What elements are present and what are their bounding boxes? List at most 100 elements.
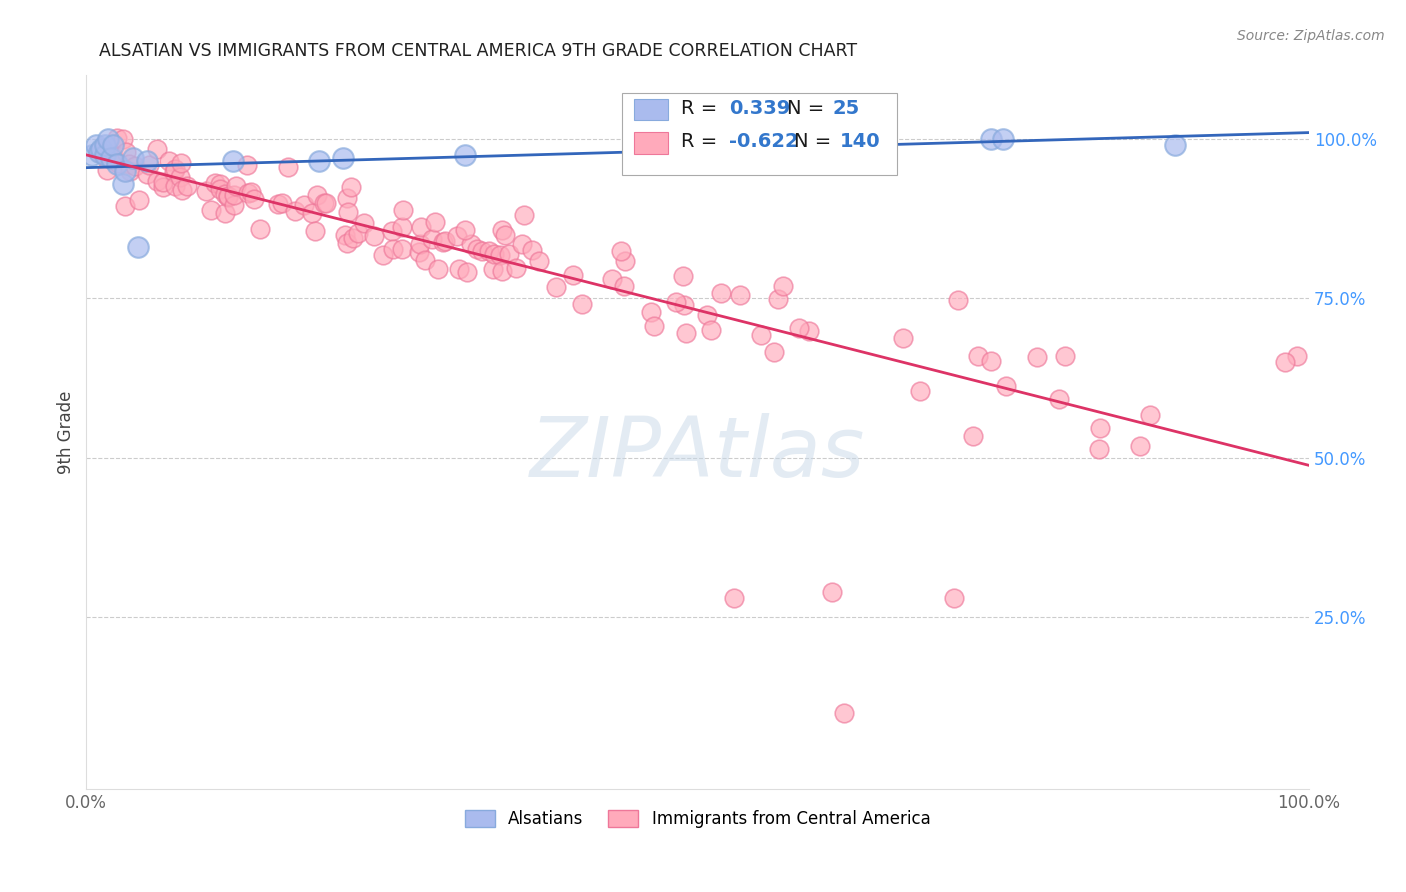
Point: [456, 265, 478, 279]
Point: [163, 178, 186, 193]
Y-axis label: 9th Grade: 9th Grade: [58, 391, 75, 474]
FancyBboxPatch shape: [634, 132, 668, 153]
Point: [408, 244, 430, 259]
Point: [332, 151, 354, 165]
Point: [157, 154, 180, 169]
Point: [1139, 408, 1161, 422]
Point: [413, 253, 436, 268]
Point: [105, 157, 128, 171]
Point: [962, 429, 984, 443]
Point: [672, 268, 695, 283]
Point: [222, 154, 245, 169]
Point: [381, 224, 404, 238]
Point: [340, 180, 363, 194]
Point: [834, 706, 856, 720]
Point: [465, 242, 488, 256]
Point: [105, 131, 128, 145]
Point: [700, 323, 723, 337]
Point: [675, 326, 697, 340]
Point: [381, 243, 404, 257]
Point: [749, 328, 772, 343]
Text: R =: R =: [681, 132, 723, 151]
Point: [103, 138, 125, 153]
Point: [799, 324, 821, 338]
Point: [217, 190, 239, 204]
Point: [392, 203, 415, 218]
Point: [432, 235, 454, 249]
Point: [284, 203, 307, 218]
Point: [111, 177, 134, 191]
Point: [135, 167, 157, 181]
Point: [222, 187, 245, 202]
Point: [763, 344, 786, 359]
Point: [214, 205, 236, 219]
Point: [995, 379, 1018, 393]
Point: [433, 235, 456, 249]
Point: [304, 224, 326, 238]
Point: [600, 272, 623, 286]
Point: [97, 132, 120, 146]
Point: [305, 188, 328, 202]
Point: [478, 244, 501, 259]
Point: [222, 198, 245, 212]
Point: [301, 205, 323, 219]
Point: [494, 227, 516, 242]
Point: [353, 216, 375, 230]
Point: [643, 319, 665, 334]
Text: -0.622: -0.622: [730, 132, 799, 151]
Point: [728, 288, 751, 302]
Point: [138, 158, 160, 172]
Point: [980, 354, 1002, 368]
Point: [980, 132, 1002, 146]
Point: [111, 132, 134, 146]
Point: [236, 186, 259, 200]
Point: [1285, 349, 1308, 363]
Text: N =: N =: [794, 132, 838, 151]
Point: [613, 278, 636, 293]
Point: [124, 159, 146, 173]
Point: [610, 244, 633, 258]
Point: [333, 227, 356, 242]
Point: [170, 183, 193, 197]
Point: [423, 215, 446, 229]
Point: [217, 189, 239, 203]
Point: [308, 154, 330, 169]
Text: Source: ZipAtlas.com: Source: ZipAtlas.com: [1237, 29, 1385, 43]
Point: [204, 176, 226, 190]
Point: [482, 247, 505, 261]
Point: [169, 169, 191, 184]
Point: [96, 163, 118, 178]
Point: [107, 156, 129, 170]
Point: [946, 293, 969, 308]
Point: [1047, 392, 1070, 406]
Point: [408, 237, 430, 252]
Point: [236, 158, 259, 172]
Point: [908, 384, 931, 399]
Point: [409, 219, 432, 234]
Point: [426, 262, 449, 277]
Point: [510, 236, 533, 251]
Point: [152, 175, 174, 189]
Point: [170, 156, 193, 170]
Point: [277, 160, 299, 174]
Point: [696, 309, 718, 323]
Point: [114, 199, 136, 213]
Point: [498, 247, 520, 261]
Point: [665, 295, 688, 310]
Point: [460, 236, 482, 251]
Point: [363, 228, 385, 243]
Point: [118, 157, 141, 171]
Point: [787, 320, 810, 334]
Legend: Alsatians, Immigrants from Central America: Alsatians, Immigrants from Central Ameri…: [458, 803, 938, 834]
Point: [214, 186, 236, 201]
Text: 25: 25: [832, 99, 859, 119]
Point: [337, 204, 360, 219]
Point: [489, 248, 512, 262]
Point: [561, 268, 583, 283]
Point: [127, 240, 149, 254]
Point: [371, 247, 394, 261]
Point: [176, 178, 198, 193]
Point: [200, 202, 222, 217]
Point: [491, 264, 513, 278]
FancyBboxPatch shape: [634, 99, 668, 120]
